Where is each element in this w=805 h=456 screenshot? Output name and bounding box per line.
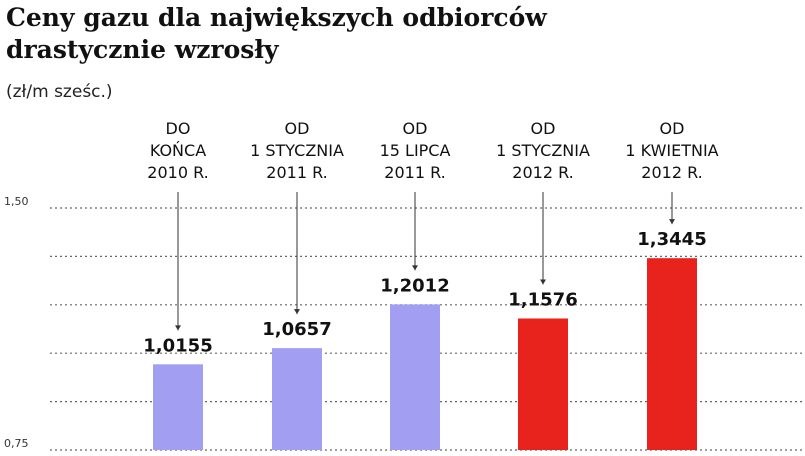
value-label: 1,3445 [637,229,706,250]
chart-title: Ceny gazu dla największych odbiorców dra… [6,3,547,64]
leader-arrow [294,309,300,315]
category-label: OD 1 KWIETNIA 2012 R. [625,119,719,182]
leader-arrow [412,265,418,271]
leader-arrow [669,219,675,225]
bar [272,348,322,450]
y-tick-label: 0,75 [4,437,29,450]
leader-arrow [175,325,181,331]
value-label: 1,0657 [262,319,331,340]
bar [153,364,203,450]
bar [518,318,568,450]
bar [390,304,440,450]
value-label: 1,2012 [380,275,449,296]
value-label: 1,0155 [143,335,212,356]
chart-subtitle: (zł/m sześc.) [6,82,113,102]
category-label: OD 15 LIPCA 2011 R. [379,119,451,182]
leader-arrow [540,279,546,285]
y-tick-label: 1,50 [4,195,29,208]
category-label: OD 1 STYCZNIA 2011 R. [250,119,344,182]
category-label: DO KOŃCA 2010 R. [147,119,209,182]
category-label: OD 1 STYCZNIA 2012 R. [496,119,590,182]
bar [647,258,697,450]
value-label: 1,1576 [508,289,577,310]
